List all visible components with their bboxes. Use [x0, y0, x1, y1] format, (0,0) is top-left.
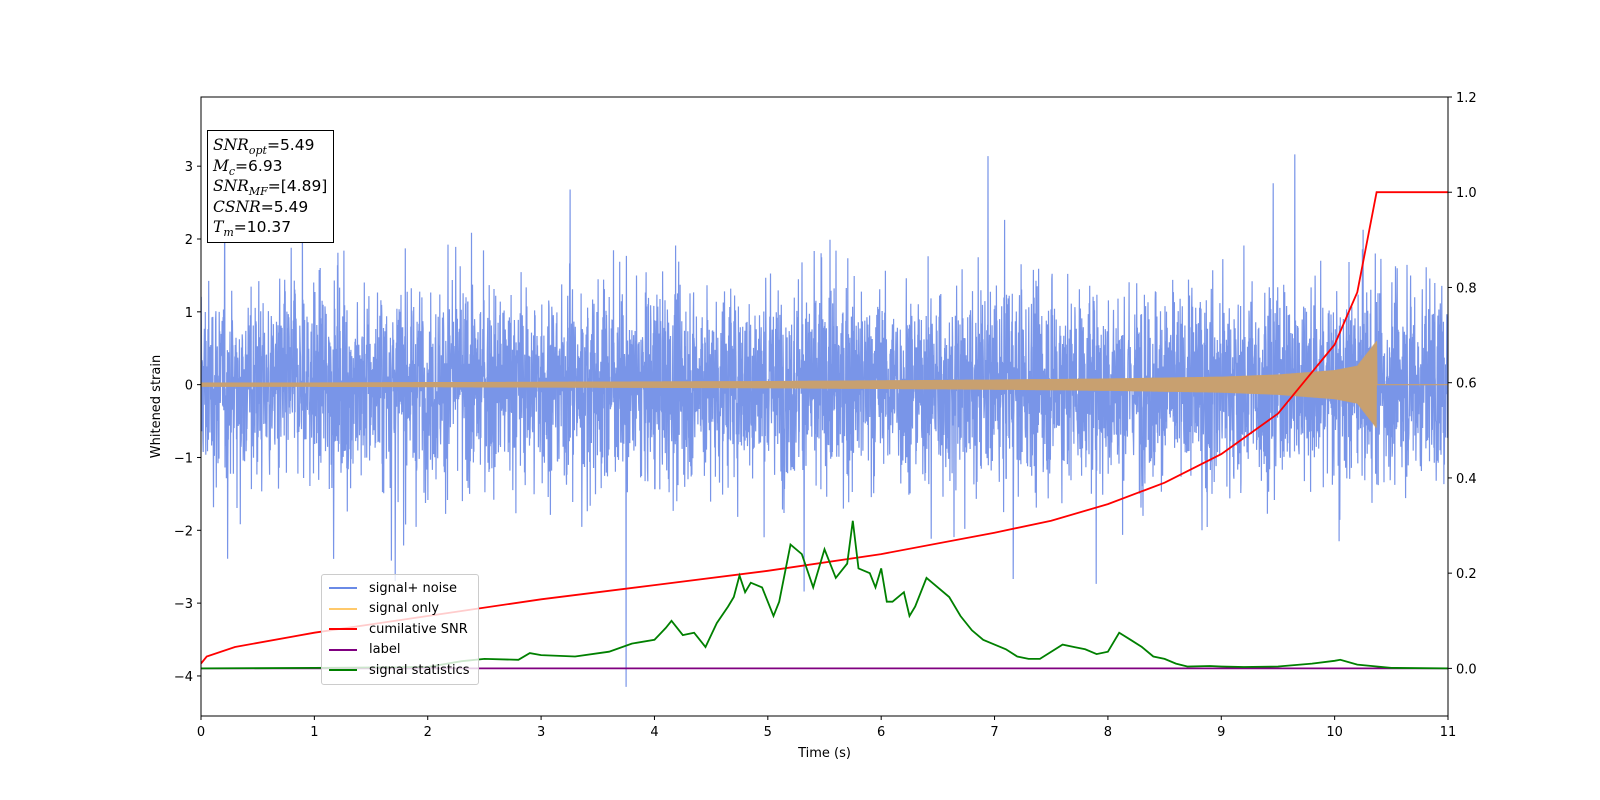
- y-axis-label: Whitened strain: [149, 355, 164, 458]
- x-axis-label: Time (s): [797, 746, 851, 761]
- legend-label-label: label: [369, 642, 401, 658]
- x-tick-label: 11: [1440, 725, 1457, 740]
- y-right-tick-label: 0.6: [1456, 377, 1477, 392]
- legend-label-signal-only: signal only: [369, 601, 440, 617]
- y-left-tick-label: −4: [174, 670, 193, 685]
- y-left-tick-label: 0: [185, 379, 193, 394]
- y-left-tick-label: −1: [174, 451, 193, 466]
- legend-label-signal-noise: signal+ noise: [369, 580, 458, 596]
- y-right-tick-label: 0.2: [1456, 567, 1477, 582]
- x-tick-label: 3: [537, 725, 545, 740]
- y-left-tick-label: −3: [174, 597, 193, 612]
- legend-label-cumulative-snr: cumilative SNR: [369, 621, 468, 637]
- x-tick-label: 10: [1326, 725, 1343, 740]
- x-tick-label: 5: [764, 725, 772, 740]
- y-right-tick-label: 0.4: [1456, 472, 1477, 487]
- y-right-tick-label: 0.0: [1456, 662, 1477, 677]
- legend-swatch-cumulative-snr: [329, 628, 357, 631]
- series-cumilative-snr-line: [201, 191, 1448, 665]
- annotation-line-mc: Mc=6.93: [213, 156, 283, 178]
- series-signal-noise-line: [201, 154, 1448, 687]
- series-signal-only-line: [201, 341, 1448, 428]
- x-tick-label: 6: [877, 725, 885, 740]
- annotation-line-tm: Tm=10.37: [213, 218, 292, 240]
- y-right-tick-label: 0.8: [1456, 281, 1477, 296]
- legend: signal+ noise signal only cumilative SNR…: [321, 574, 479, 685]
- legend-item-label: label: [322, 640, 478, 661]
- x-tick-label: 1: [310, 725, 318, 740]
- y-right-tick-label: 1.2: [1456, 91, 1477, 106]
- y-left-tick-label: −2: [174, 524, 193, 539]
- legend-swatch-signal-only: [329, 607, 357, 610]
- legend-item-signal-statistics: signal statistics: [322, 660, 478, 681]
- annotation-line-csnr: CSNR=5.49: [213, 197, 309, 216]
- series-signal-statistics-line: [201, 520, 1448, 670]
- legend-item-cumulative-snr: cumilative SNR: [322, 619, 478, 640]
- legend-item-signal-noise: signal+ noise: [322, 578, 478, 599]
- legend-swatch-label: [329, 648, 357, 651]
- x-tick-label: 9: [1217, 725, 1225, 740]
- annotation-line-snr-opt: SNRopt=5.49: [213, 136, 315, 158]
- legend-swatch-signal-noise: [329, 587, 357, 590]
- x-tick-label: 0: [197, 725, 205, 740]
- y-left-tick-label: 3: [185, 160, 193, 175]
- legend-label-signal-statistics: signal statistics: [369, 662, 470, 678]
- annotation-line-snr-mf: SNRMF=[4.89]: [213, 177, 328, 199]
- x-tick-label: 4: [650, 725, 658, 740]
- legend-swatch-signal-statistics: [329, 669, 357, 672]
- y-right-tick-label: 1.0: [1456, 186, 1477, 201]
- y-left-tick-label: 1: [185, 306, 193, 321]
- y-left-tick-label: 2: [185, 233, 193, 248]
- x-tick-label: 7: [990, 725, 998, 740]
- x-tick-label: 2: [424, 725, 432, 740]
- annotation-box: SNRopt=5.49 Mc=6.93 SNRMF=[4.89] CSNR=5.…: [207, 130, 334, 243]
- legend-item-signal-only: signal only: [322, 599, 478, 620]
- axes-frame: [200, 96, 1449, 717]
- x-tick-label: 8: [1104, 725, 1112, 740]
